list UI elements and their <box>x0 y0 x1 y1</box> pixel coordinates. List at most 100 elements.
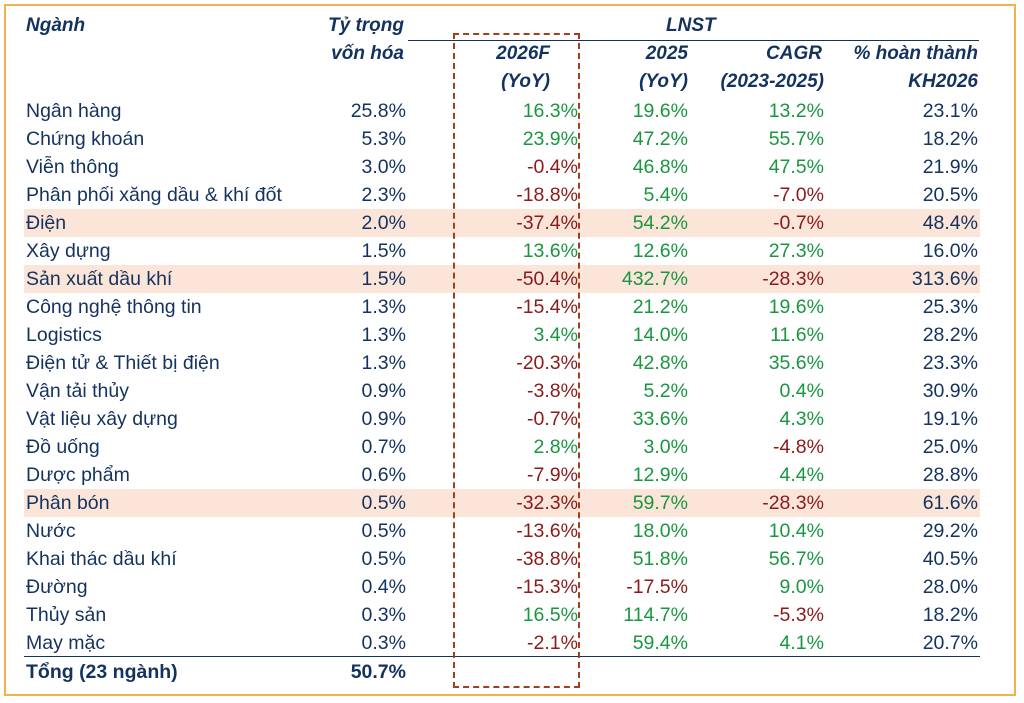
lnst-2026f-yoy: -7.9% <box>527 464 578 486</box>
table-row: Đồ uống 0.7% 2.8% 3.0% -4.8% 25.0% <box>24 433 980 461</box>
market-cap-weight: 2.3% <box>361 184 406 206</box>
kh2026-completion: 61.6% <box>922 492 978 514</box>
table-row: Dược phẩm 0.6% -7.9% 12.9% 4.4% 28.8% <box>24 461 980 489</box>
header-nganh: Ngành <box>26 15 86 36</box>
lnst-2026f-yoy: -0.7% <box>527 408 578 430</box>
lnst-cagr-2023-2025: 10.4% <box>768 520 824 542</box>
industry-name: Xây dựng <box>26 240 111 262</box>
lnst-2026f-yoy: 16.3% <box>522 100 578 122</box>
table-row: Công nghệ thông tin 1.3% -15.4% 21.2% 19.6% 2… <box>24 293 980 321</box>
kh2026-completion: 18.2% <box>922 604 978 626</box>
lnst-cagr-2023-2025: 56.7% <box>768 548 824 570</box>
kh2026-completion: 25.0% <box>922 436 978 458</box>
market-cap-weight: 0.5% <box>361 548 406 570</box>
market-cap-weight: 1.5% <box>361 268 406 290</box>
lnst-cagr-2023-2025: -4.8% <box>773 436 824 458</box>
lnst-cagr-2023-2025: -5.3% <box>773 604 824 626</box>
kh2026-completion: 30.9% <box>922 380 978 402</box>
market-cap-weight: 1.3% <box>361 296 406 318</box>
lnst-cagr-2023-2025: 0.4% <box>779 380 824 402</box>
industry-name: Dược phẩm <box>26 464 130 486</box>
table-row: Vận tải thủy 0.9% -3.8% 5.2% 0.4% 30.9% <box>24 377 980 405</box>
kh2026-completion: 48.4% <box>922 212 978 234</box>
kh2026-completion: 40.5% <box>922 548 978 570</box>
industry-name: Sản xuất dầu khí <box>26 268 173 290</box>
kh2026-completion: 25.3% <box>922 296 978 318</box>
lnst-cagr-2023-2025: 13.2% <box>768 100 824 122</box>
industry-name: Điện <box>26 212 67 234</box>
forecast-highlight-box <box>453 33 580 688</box>
lnst-2026f-yoy: -15.3% <box>516 576 578 598</box>
table-row: Logistics 1.3% 3.4% 14.0% 11.6% 28.2% <box>24 321 980 349</box>
lnst-2025-yoy: 33.6% <box>632 408 688 430</box>
lnst-2025-yoy: 51.8% <box>632 548 688 570</box>
lnst-2025-yoy: 42.8% <box>632 352 688 374</box>
lnst-cagr-2023-2025: 4.1% <box>779 632 824 654</box>
industry-name: Vận tải thủy <box>26 380 129 402</box>
kh2026-completion: 28.0% <box>922 576 978 598</box>
total-label: Tổng (23 ngành) <box>26 661 178 683</box>
kh2026-completion: 21.9% <box>922 156 978 178</box>
lnst-cagr-2023-2025: 4.3% <box>779 408 824 430</box>
header-2025-line1: 2025 <box>645 43 688 64</box>
market-cap-weight: 0.4% <box>361 576 406 598</box>
header-ty-trong-line1: Tỷ trọng <box>328 15 404 36</box>
industry-name: Phân phối xăng dầu & khí đốt <box>26 184 282 206</box>
table-row: Sản xuất dầu khí 1.5% -50.4% 432.7% -28.3% 31… <box>24 265 980 293</box>
lnst-2026f-yoy: -18.8% <box>516 184 578 206</box>
lnst-2026f-yoy: -20.3% <box>516 352 578 374</box>
header-kh-line2: KH2026 <box>908 71 978 92</box>
lnst-2026f-yoy: -2.1% <box>527 632 578 654</box>
lnst-2025-yoy: 12.6% <box>632 240 688 262</box>
market-cap-weight: 1.3% <box>361 324 406 346</box>
lnst-cagr-2023-2025: 35.6% <box>768 352 824 374</box>
industry-name: Phân bón <box>26 492 110 514</box>
total-rule <box>24 656 980 657</box>
lnst-2026f-yoy: -15.4% <box>516 296 578 318</box>
table-row: Xây dựng 1.5% 13.6% 12.6% 27.3% 16.0% <box>24 237 980 265</box>
industry-name: May mặc <box>26 632 106 654</box>
industry-name: Nước <box>26 520 76 542</box>
lnst-rule <box>408 40 979 41</box>
kh2026-completion: 16.0% <box>922 240 978 262</box>
table-row: Nước 0.5% -13.6% 18.0% 10.4% 29.2% <box>24 517 980 545</box>
header-2026f-line1: 2026F <box>496 43 550 64</box>
market-cap-weight: 1.3% <box>361 352 406 374</box>
header-kh-line1: % hoàn thành <box>853 43 978 64</box>
table-row: May mặc 0.3% -2.1% 59.4% 4.1% 20.7% <box>24 629 980 657</box>
market-cap-weight: 0.5% <box>361 492 406 514</box>
industry-name: Viễn thông <box>26 156 119 178</box>
lnst-2025-yoy: 432.7% <box>621 268 688 290</box>
lnst-cagr-2023-2025: -28.3% <box>762 492 824 514</box>
lnst-2025-yoy: 14.0% <box>632 324 688 346</box>
lnst-2026f-yoy: -32.3% <box>516 492 578 514</box>
kh2026-completion: 23.3% <box>922 352 978 374</box>
market-cap-weight: 5.3% <box>361 128 406 150</box>
lnst-2026f-yoy: -38.8% <box>516 548 578 570</box>
total-row: Tổng (23 ngành) 50.7% <box>24 658 980 686</box>
lnst-2025-yoy: 46.8% <box>632 156 688 178</box>
lnst-2025-yoy: 5.2% <box>643 380 688 402</box>
market-cap-weight: 25.8% <box>350 100 406 122</box>
market-cap-weight: 1.5% <box>361 240 406 262</box>
industry-name: Khai thác dầu khí <box>26 548 177 570</box>
industry-name: Đường <box>26 576 88 598</box>
industry-name: Logistics <box>26 324 102 346</box>
lnst-2026f-yoy: -3.8% <box>527 380 578 402</box>
lnst-cagr-2023-2025: 27.3% <box>768 240 824 262</box>
market-cap-weight: 2.0% <box>361 212 406 234</box>
market-cap-weight: 0.6% <box>361 464 406 486</box>
table-row: Điện tử & Thiết bị điện 1.3% -20.3% 42.8% 35… <box>24 349 980 377</box>
header-2026f-line2: (YoY) <box>501 71 550 92</box>
industry-name: Thủy sản <box>26 604 107 626</box>
market-cap-weight: 0.5% <box>361 520 406 542</box>
header-cagr-line1: CAGR <box>766 43 822 64</box>
lnst-2026f-yoy: -0.4% <box>527 156 578 178</box>
header-lnst: LNST <box>666 15 716 36</box>
kh2026-completion: 29.2% <box>922 520 978 542</box>
total-weight: 50.7% <box>350 661 406 683</box>
lnst-cagr-2023-2025: 9.0% <box>779 576 824 598</box>
lnst-cagr-2023-2025: 4.4% <box>779 464 824 486</box>
table-row: Phân phối xăng dầu & khí đốt 2.3% -18.8% 5.… <box>24 181 980 209</box>
kh2026-completion: 313.6% <box>911 268 978 290</box>
